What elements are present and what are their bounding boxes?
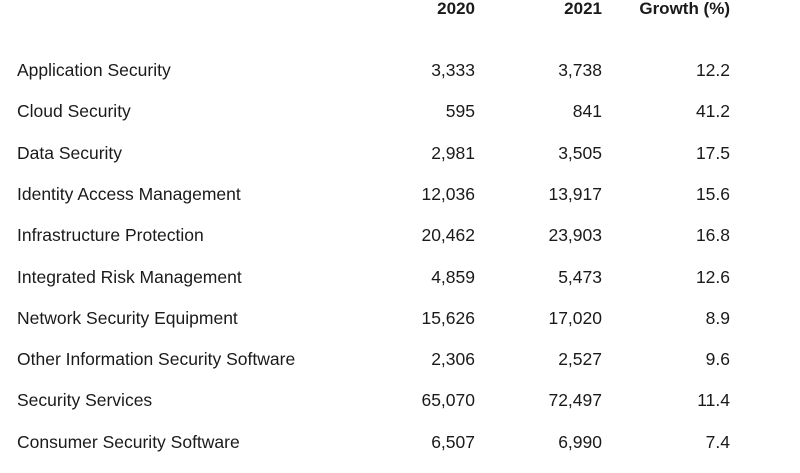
growth-value: 15.6 — [695, 183, 730, 204]
table-row: Cloud Security 595 841 41.2 — [0, 101, 800, 142]
segment-name: Other Information Security Software — [17, 349, 296, 370]
value-2021: 2,527 — [558, 349, 602, 370]
header-growth: Growth (%) — [639, 0, 730, 18]
growth-value: 7.4 — [705, 431, 730, 452]
segment-name: Cloud Security — [17, 101, 131, 122]
segment-name: Integrated Risk Management — [17, 266, 242, 287]
value-2020: 2,981 — [431, 142, 475, 163]
value-2020: 65,070 — [421, 390, 475, 411]
table-row: Consumer Security Software 6,507 6,990 7.4 — [0, 432, 800, 473]
segment-name: Application Security — [17, 60, 171, 80]
value-2021: 72,497 — [548, 390, 602, 411]
table-header-row: 2020 2021 Growth (%) — [0, 0, 800, 24]
growth-value: 16.8 — [695, 225, 730, 246]
growth-value: 12.6 — [695, 266, 730, 287]
table-row: Application Security 3,333 3,738 12.2 — [0, 60, 800, 101]
header-2021: 2021 — [564, 0, 602, 18]
value-2021: 5,473 — [558, 266, 602, 287]
value-2021: 841 — [572, 101, 602, 122]
table-row: Integrated Risk Management 4,859 5,473 12.6 — [0, 267, 800, 308]
growth-value: 41.2 — [695, 101, 730, 122]
value-2020: 6,507 — [431, 431, 475, 452]
value-2021: 17,020 — [548, 307, 602, 328]
table-row: Network Security Equipment 15,626 17,020 8.… — [0, 308, 800, 349]
table-row: Other Information Security Software 2,306… — [0, 349, 800, 390]
segment-name: Consumer Security Software — [17, 431, 240, 452]
header-2020: 2020 — [437, 0, 475, 18]
segment-name: Security Services — [17, 390, 153, 411]
growth-value: 11.4 — [697, 390, 730, 411]
growth-value: 17.5 — [695, 142, 730, 163]
segment-name: Network Security Equipment — [17, 307, 238, 328]
growth-value: 9.6 — [705, 349, 730, 370]
value-2020: 595 — [445, 101, 475, 122]
segment-name: Data Security — [17, 142, 123, 163]
value-2020: 20,462 — [421, 225, 475, 246]
security-spending-table: 2020 2021 Growth (%) Application Securit… — [0, 0, 800, 452]
table-row: Identity Access Management 12,036 13,917 15… — [0, 184, 800, 225]
value-2020: 4,859 — [431, 266, 475, 287]
table-row: Security Services 65,070 72,497 11.4 — [0, 390, 800, 431]
value-2021: 6,990 — [558, 431, 602, 452]
growth-value: 8.9 — [705, 307, 730, 328]
value-2021: 23,903 — [548, 225, 602, 246]
segment-name: Identity Access Management — [17, 183, 241, 204]
value-2021: 3,505 — [558, 142, 602, 163]
value-2021: 3,738 — [558, 60, 602, 80]
table-row: Infrastructure Protection 20,462 23,903 16.… — [0, 225, 800, 266]
table-row: Data Security 2,981 3,505 17.5 — [0, 143, 800, 184]
value-2020: 3,333 — [431, 60, 475, 80]
value-2020: 15,626 — [421, 307, 475, 328]
growth-value: 12.2 — [695, 60, 730, 80]
value-2020: 2,306 — [431, 349, 475, 370]
value-2020: 12,036 — [421, 183, 475, 204]
segment-name: Infrastructure Protection — [17, 225, 204, 246]
value-2021: 13,917 — [548, 183, 602, 204]
